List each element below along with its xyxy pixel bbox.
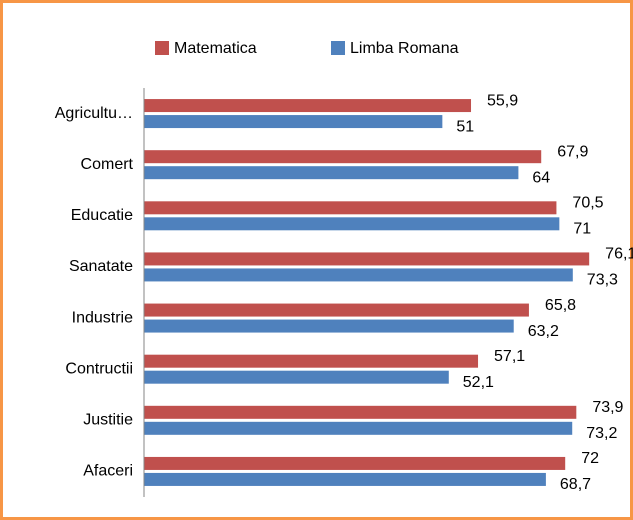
bar xyxy=(144,370,449,384)
bar xyxy=(144,456,566,470)
bar xyxy=(144,421,573,435)
legend-swatch xyxy=(331,41,345,55)
bar xyxy=(144,268,573,282)
bar xyxy=(144,150,542,164)
legend-label: Limba Romana xyxy=(350,40,459,57)
data-label: 71 xyxy=(573,221,591,238)
y-tick-label: Justitie xyxy=(83,412,133,429)
y-tick-label: Contructii xyxy=(65,360,133,377)
y-tick-label: Afaceri xyxy=(83,463,133,480)
data-label: 68,7 xyxy=(560,476,591,493)
bar xyxy=(144,319,514,333)
data-label: 70,5 xyxy=(572,195,603,212)
y-tick-label: Sanatate xyxy=(69,258,133,275)
bar xyxy=(144,166,519,180)
data-label: 55,9 xyxy=(487,92,518,109)
bar xyxy=(144,201,557,215)
data-label: 72 xyxy=(581,450,599,467)
data-label: 67,9 xyxy=(557,143,588,160)
bar xyxy=(144,217,560,231)
data-label: 73,3 xyxy=(587,272,618,289)
data-label: 64 xyxy=(532,169,550,186)
data-label: 73,9 xyxy=(592,399,623,416)
data-label: 65,8 xyxy=(545,297,576,314)
data-label: 76,1 xyxy=(605,246,633,263)
bar xyxy=(144,405,577,419)
data-label: 51 xyxy=(456,118,474,135)
y-tick-label: Comert xyxy=(81,156,134,173)
legend-swatch xyxy=(155,41,169,55)
data-label: 73,2 xyxy=(586,425,617,442)
y-tick-label: Educatie xyxy=(71,207,133,224)
bar xyxy=(144,472,546,486)
legend-label: Matematica xyxy=(174,40,257,57)
bar xyxy=(144,252,590,266)
bar xyxy=(144,115,443,129)
bar xyxy=(144,99,472,113)
bar xyxy=(144,354,479,368)
y-tick-label: Agricultu… xyxy=(55,105,133,122)
data-label: 57,1 xyxy=(494,348,525,365)
y-tick-label: Industrie xyxy=(72,309,133,326)
bar xyxy=(144,303,529,317)
data-label: 52,1 xyxy=(463,374,494,391)
data-label: 63,2 xyxy=(528,323,559,340)
